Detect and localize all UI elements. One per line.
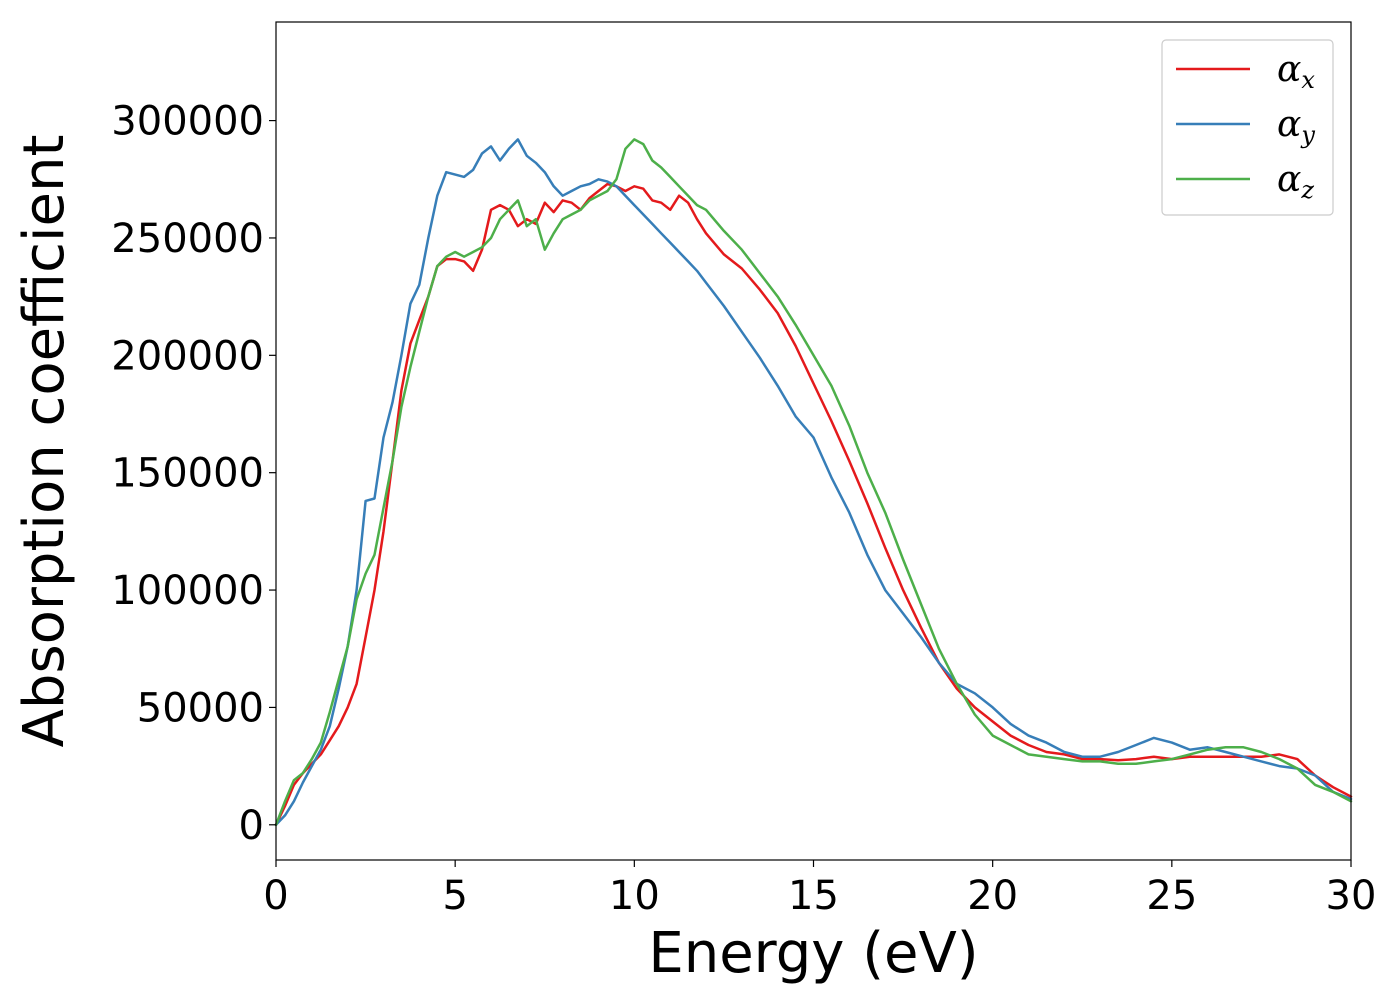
y-axis-ticks: 0 50000 100000 150000 200000 250000 300000 — [111, 99, 276, 849]
x-tick-label: 5 — [442, 873, 467, 919]
series-line-z — [274, 138, 1353, 827]
legend: αx αy αz — [1161, 39, 1334, 216]
y-tick-label: 200000 — [111, 333, 264, 379]
x-tick-label: 25 — [1146, 873, 1197, 919]
x-axis-ticks: 0 5 10 15 20 25 30 — [263, 860, 1376, 919]
legend-label-x: αx — [1277, 49, 1315, 94]
series-line-y — [274, 138, 1353, 827]
series-line-x — [274, 182, 1353, 827]
y-tick-label: 300000 — [111, 99, 264, 145]
x-axis-title: Energy (eV) — [648, 921, 978, 986]
y-tick-label: 50000 — [137, 685, 264, 731]
y-tick-label: 0 — [239, 803, 264, 849]
x-tick-label: 30 — [1326, 873, 1377, 919]
y-tick-label: 150000 — [111, 451, 264, 497]
series-layer — [274, 138, 1353, 827]
x-tick-label: 20 — [967, 873, 1018, 919]
x-tick-label: 10 — [609, 873, 660, 919]
legend-label-y: αy — [1277, 104, 1315, 149]
x-tick-label: 15 — [788, 873, 839, 919]
y-tick-label: 100000 — [111, 568, 264, 614]
legend-box — [1161, 39, 1334, 216]
y-tick-label: 250000 — [111, 216, 264, 262]
legend-label-z: αz — [1277, 159, 1314, 204]
plot-frame — [275, 21, 1352, 861]
y-axis-title: Absorption coefficient — [12, 135, 77, 748]
x-tick-label: 0 — [263, 873, 288, 919]
